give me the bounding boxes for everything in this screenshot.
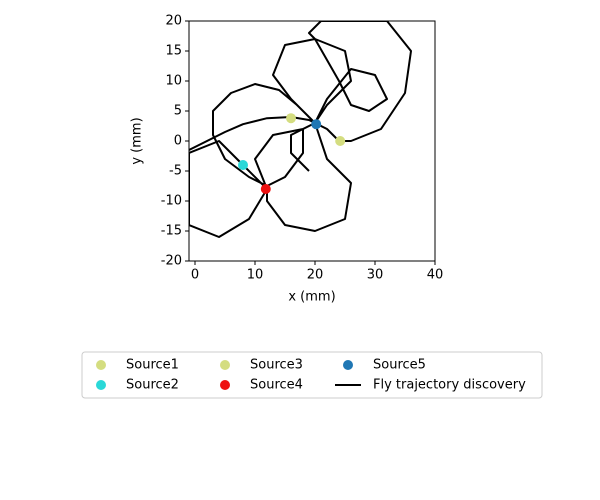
legend-label: Source4 (250, 378, 303, 393)
y-tick-label: -5 (169, 164, 182, 179)
source-point (311, 119, 322, 130)
source-point (335, 136, 346, 146)
x-tick-label: 40 (427, 268, 444, 283)
legend-marker (220, 360, 230, 370)
source-point (286, 113, 296, 124)
legend-label: Source2 (126, 378, 179, 393)
x-tick-label: 0 (191, 268, 199, 283)
legend-label: Source5 (373, 358, 426, 373)
y-tick-label: 15 (165, 44, 182, 59)
legend-marker (96, 380, 106, 390)
plot-area (189, 21, 412, 238)
x-tick-label: 30 (367, 268, 384, 283)
y-tick-label: 0 (174, 134, 182, 149)
legend-label: Source1 (126, 358, 179, 373)
legend-marker (343, 360, 353, 370)
y-tick-label: -10 (161, 194, 182, 209)
source-point (260, 184, 271, 194)
y-tick-label: -20 (161, 254, 182, 269)
legend-label: Fly trajectory discovery (373, 378, 526, 393)
legend (81, 351, 543, 399)
legend-label: Source3 (250, 358, 303, 373)
legend-marker (220, 380, 230, 390)
x-axis-label: x (mm) (288, 290, 335, 305)
legend-marker (96, 360, 106, 370)
y-axis-label: y (mm) (130, 117, 145, 164)
y-tick-label: -15 (161, 224, 182, 239)
y-tick-label: 10 (165, 74, 182, 89)
y-tick-label: 20 (165, 14, 182, 29)
x-tick-label: 10 (247, 268, 264, 283)
source-point (238, 160, 248, 170)
y-tick-label: 5 (174, 104, 182, 119)
x-tick-label: 20 (307, 268, 324, 283)
trajectory-line (189, 21, 412, 238)
axes-frame (188, 20, 436, 262)
